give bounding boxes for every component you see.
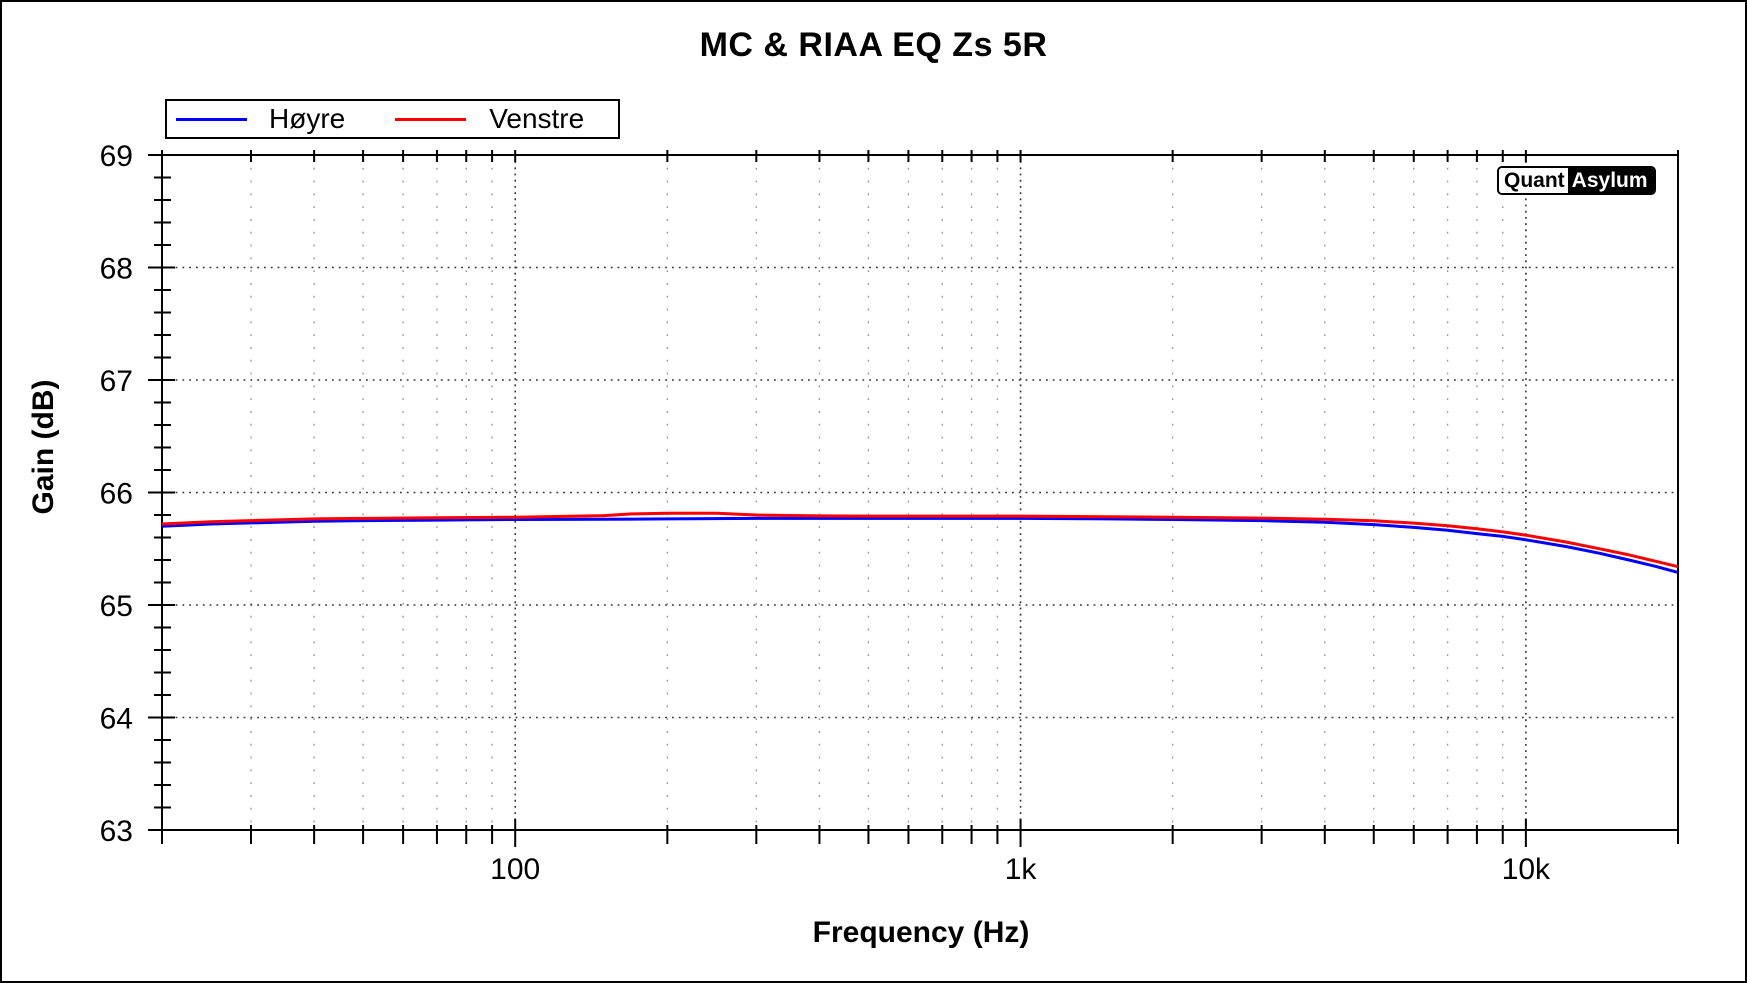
axis-tick-labels: 63 64 65 66 67 68 69 100 1k 10k: [100, 140, 1551, 886]
legend-line-venstre: [395, 117, 467, 121]
legend-line-hoyre: [176, 117, 247, 121]
y-tick-label: 66: [100, 478, 133, 511]
legend-label-hoyre: Høyre: [269, 103, 346, 134]
y-tick-label: 63: [100, 815, 133, 848]
plot-border: [161, 154, 1679, 831]
y-tick-label: 64: [100, 703, 133, 736]
series-line-venstre: [161, 511, 1679, 569]
chart-title: MC & RIAA EQ Zs 5R: [699, 26, 1048, 64]
y-axis-title: Gain (dB): [27, 379, 60, 515]
legend-label-venstre: Venstre: [489, 103, 585, 134]
y-tick-label: 69: [100, 140, 133, 173]
x-tick-label: 1k: [1005, 853, 1038, 886]
x-tick-label: 100: [490, 853, 540, 886]
axis-ticks: [148, 150, 1679, 847]
quantasylum-logo-quant: Quant: [1499, 168, 1568, 193]
gridlines: [162, 155, 1678, 830]
legend: Høyre Venstre: [165, 99, 620, 139]
x-tick-label: 10k: [1502, 853, 1551, 886]
y-tick-label: 65: [100, 590, 133, 623]
x-axis-title: Frequency (Hz): [812, 916, 1030, 949]
quantasylum-logo: Quant Asylum: [1497, 166, 1656, 195]
y-tick-label: 68: [100, 253, 133, 286]
series-line-hoyre: [161, 516, 1679, 574]
y-tick-label: 67: [100, 365, 133, 398]
quantasylum-logo-asylum: Asylum: [1567, 168, 1654, 193]
